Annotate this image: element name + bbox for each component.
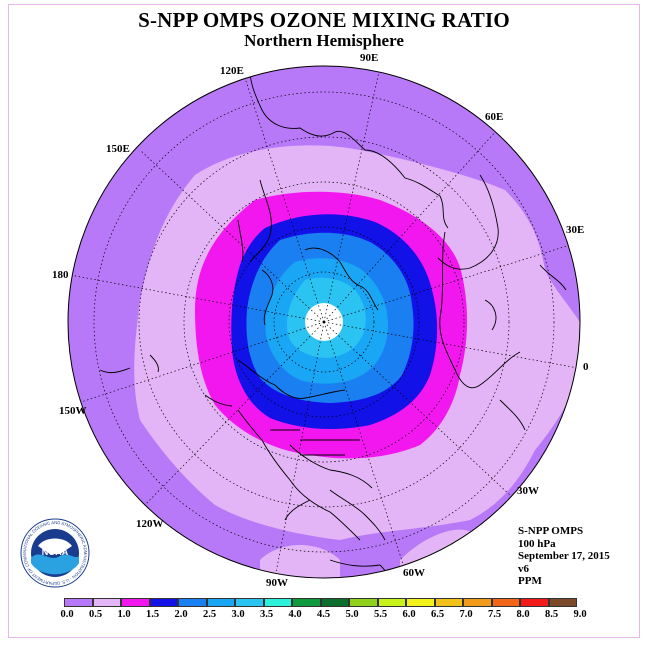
lon-label-30e: 30E (566, 224, 584, 236)
colorbar-tick-label: 5.5 (373, 609, 388, 620)
lon-label-60w: 60W (403, 567, 425, 579)
info-version: v6 (518, 562, 529, 575)
colorbar-segment (149, 598, 178, 607)
colorbar-segment (406, 598, 435, 607)
info-units: PPM (518, 575, 542, 587)
lon-label-0: 0 (583, 361, 589, 373)
colorbar-tick-label: 5.0 (345, 609, 359, 620)
colorbar-tick-label: 6.5 (430, 609, 445, 620)
colorbar-tick-label: 8.0 (516, 609, 530, 620)
lon-label-60e: 60E (485, 111, 503, 123)
lon-label-30w: 30W (517, 485, 539, 497)
colorbar-segment (206, 598, 235, 607)
colorbar-tick-label: 3.0 (231, 609, 245, 620)
colorbar-tick-label: 0.0 (60, 609, 74, 620)
lon-label-120e: 120E (220, 65, 244, 77)
figure-frame (8, 4, 640, 638)
map-boundary (67, 65, 581, 579)
colorbar-tick-label: 2.0 (174, 609, 188, 620)
lon-label-90e: 90E (360, 52, 378, 64)
colorbar-tick-label: 7.5 (487, 609, 502, 620)
info-date: September 17, 2015 (518, 550, 610, 562)
info-level: 100 hPa (518, 537, 556, 550)
colorbar-segment (92, 598, 121, 607)
coastlines (99, 66, 567, 578)
longitude-labels: 120E 90E 60E 150E 30E 180 0 150W 30W 120… (52, 52, 589, 589)
colorbar-tick-label: 1.5 (145, 609, 160, 620)
colorbar-segment (434, 598, 463, 607)
colorbar-tick-label: 4.0 (288, 609, 302, 620)
info-block: S-NPP OMPS 100 hPa September 17, 2015 v6… (518, 525, 610, 588)
lon-label-120w: 120W (136, 518, 164, 530)
colorbar-tick-label: 6.0 (402, 609, 416, 620)
graticule (69, 66, 579, 578)
noaa-logo: NOAA NATIONAL OCEANIC AND ATMOSPHERIC AD… (20, 518, 90, 588)
info-instrument: S-NPP OMPS (518, 525, 584, 537)
colorbar-tick-label: 1.0 (117, 609, 131, 620)
colorbar-segment (178, 598, 207, 607)
colorbar-segment (263, 598, 292, 607)
lon-label-150e: 150E (106, 143, 130, 155)
colorbar-segment (292, 598, 321, 607)
colorbar (64, 598, 577, 607)
colorbar-segment (548, 598, 577, 607)
colorbar-tick-label: 3.5 (259, 609, 274, 620)
colorbar-segment (121, 598, 150, 607)
colorbar-tick-label: 9.0 (573, 609, 587, 620)
colorbar-tick-label: 8.5 (544, 609, 559, 620)
lon-label-180: 180 (52, 269, 69, 281)
colorbar-tick-label: 4.5 (316, 609, 331, 620)
colorbar-tick-label: 7.0 (459, 609, 473, 620)
colorbar-segment (320, 598, 349, 607)
colorbar-segment (491, 598, 520, 607)
page-subtitle: Northern Hemisphere (244, 31, 404, 50)
lon-label-150w: 150W (59, 405, 87, 417)
colorbar-segment (64, 598, 93, 607)
lon-label-90w: 90W (266, 577, 288, 589)
colorbar-segment (349, 598, 378, 607)
colorbar-segment (235, 598, 264, 607)
colorbar-tick-label: 0.5 (88, 609, 103, 620)
colorbar-ticks: 0.0 0.5 1.0 1.5 2.0 2.5 3.0 3.5 4.0 4.5 5.0 5.5 6.0 6… (0, 609, 648, 623)
colorbar-segment (463, 598, 492, 607)
colorbar-segment (520, 598, 549, 607)
page-title: S-NPP OMPS OZONE MIXING RATIO (138, 8, 510, 32)
colorbar-tick-label: 2.5 (202, 609, 217, 620)
noaa-logo-text: NOAA (42, 547, 69, 557)
colorbar-segment (377, 598, 406, 607)
